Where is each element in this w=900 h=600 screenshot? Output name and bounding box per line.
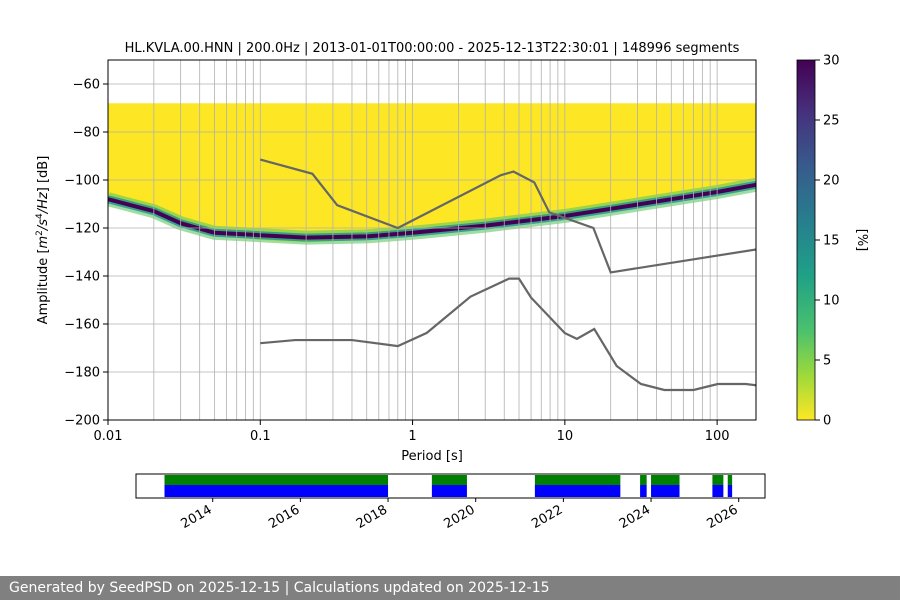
- psd-plot-area: [108, 60, 756, 420]
- psd-envelope: [108, 103, 756, 243]
- availability-green-bar: [712, 475, 724, 485]
- colorbar: [796, 59, 816, 421]
- y-axis-label: Amplitude [m2/s4/Hz] [dB]: [35, 156, 51, 325]
- footer-bar: Generated by SeedPSD on 2025-12-15 | Cal…: [0, 576, 900, 600]
- availability-blue-bar: [534, 485, 621, 497]
- availability-bars: [164, 475, 733, 497]
- availability-green-bar: [651, 475, 680, 485]
- x-tick-label: 100: [705, 429, 730, 444]
- availability-tick-label: 2020: [442, 502, 478, 532]
- availability-green-bar: [431, 475, 467, 485]
- availability-tick-label: 2018: [354, 502, 390, 532]
- x-tick-label: 1: [408, 429, 416, 444]
- colorbar-tick-label: 25: [823, 114, 840, 129]
- availability-blue-bar: [712, 485, 724, 497]
- y-tick-label: −120: [64, 222, 100, 237]
- availability-green-bar: [164, 475, 389, 485]
- availability-tick-label: 2024: [617, 502, 653, 532]
- high-noise-model-line: [259, 158, 756, 274]
- psd-axes: 0.01 0.1 1 10 100 −60 −80 −100 −120 −140 −160 −180 −…: [64, 78, 729, 445]
- y-tick-label: −140: [64, 270, 100, 285]
- colorbar-ticks: 0 5 10 15 20 25 30: [815, 54, 840, 429]
- colorbar-tick-label: 0: [823, 414, 831, 429]
- x-tick-label: 10: [557, 429, 574, 444]
- availability-green-bar: [534, 475, 621, 485]
- plot-frame: [107, 59, 757, 421]
- availability-blue-bar: [651, 485, 680, 497]
- footer-text: Generated by SeedPSD on 2025-12-15 | Cal…: [9, 580, 550, 596]
- low-noise-model-line: [260, 277, 756, 392]
- colorbar-tick-label: 10: [823, 294, 840, 309]
- mode-curve: [108, 182, 756, 240]
- availability-blue-bar: [431, 485, 467, 497]
- availability-blue-bar: [640, 485, 647, 497]
- x-axis-label: Period [s]: [401, 449, 463, 464]
- y-tick-label: −160: [64, 318, 100, 333]
- availability-tick-label: 2022: [529, 502, 565, 532]
- chart-title: HL.KVLA.00.HNN | 200.0Hz | 2013-01-01T00…: [125, 41, 740, 56]
- y-tick-label: −200: [64, 414, 100, 429]
- availability-tick-label: 2014: [179, 502, 215, 532]
- x-tick-label: 0.01: [94, 429, 123, 444]
- y-tick-label: −100: [64, 174, 100, 189]
- y-tick-label: −180: [64, 366, 100, 381]
- availability-green-bar: [640, 475, 647, 485]
- colorbar-tick-label: 30: [823, 54, 840, 69]
- colorbar-label: [%]: [854, 229, 869, 252]
- y-tick-label: −80: [73, 126, 100, 141]
- availability-tick-label: 2016: [266, 502, 302, 532]
- x-tick-label: 0.1: [250, 429, 271, 444]
- colorbar-tick-label: 15: [823, 234, 840, 249]
- availability-ticks: 2014 2016 2018 2020 2022 2024 2026: [179, 498, 741, 532]
- colorbar-tick-label: 5: [823, 354, 831, 369]
- availability-tick-label: 2026: [705, 502, 741, 532]
- colorbar-tick-label: 20: [823, 174, 840, 189]
- availability-blue-bar: [164, 485, 389, 497]
- availability-green-bar: [727, 475, 733, 485]
- y-tick-label: −60: [73, 78, 100, 93]
- availability-blue-bar: [727, 485, 733, 497]
